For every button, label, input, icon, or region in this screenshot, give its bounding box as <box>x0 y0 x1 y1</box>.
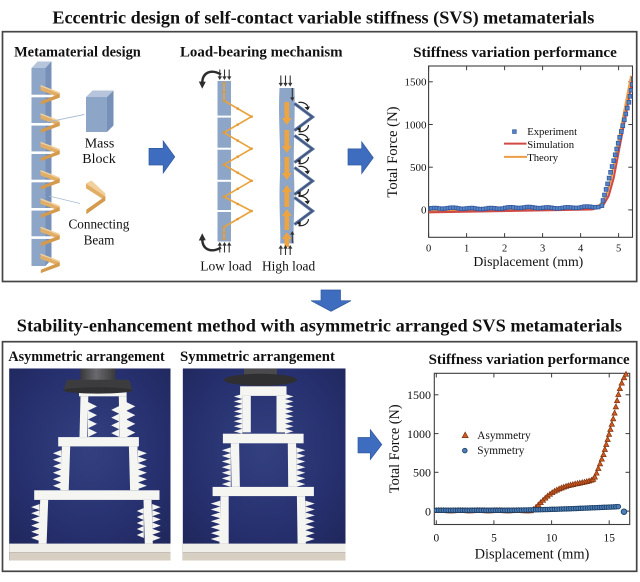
svg-text:Block: Block <box>82 152 115 167</box>
svg-text:5: 5 <box>616 244 621 255</box>
svg-text:Stability-enhancement method w: Stability-enhancement method with asymme… <box>17 316 622 336</box>
svg-text:0: 0 <box>421 205 427 217</box>
svg-text:15: 15 <box>604 533 616 545</box>
svg-text:500: 500 <box>410 162 427 174</box>
svg-text:Symmetric arrangement: Symmetric arrangement <box>180 349 335 365</box>
svg-text:1500: 1500 <box>405 77 428 89</box>
svg-text:Mass: Mass <box>85 137 115 152</box>
svg-text:0: 0 <box>425 504 431 518</box>
svg-text:0: 0 <box>426 244 431 255</box>
svg-text:Asymmetry: Asymmetry <box>477 430 531 442</box>
svg-text:3: 3 <box>540 244 545 255</box>
svg-text:1: 1 <box>464 244 469 255</box>
svg-text:Displacement (mm): Displacement (mm) <box>473 254 583 270</box>
svg-text:Beam: Beam <box>84 232 116 247</box>
svg-text:1000: 1000 <box>407 427 431 441</box>
svg-text:Experiment: Experiment <box>527 126 577 138</box>
svg-text:Connecting: Connecting <box>68 217 129 232</box>
svg-text:5: 5 <box>491 533 497 545</box>
svg-text:0: 0 <box>433 533 439 545</box>
svg-text:Load-bearing mechanism: Load-bearing mechanism <box>180 45 343 61</box>
svg-text:500: 500 <box>413 466 431 480</box>
svg-text:Eccentric design of self-conta: Eccentric design of self-contact variabl… <box>52 8 594 29</box>
svg-text:High load: High load <box>262 259 315 274</box>
svg-text:Simulation: Simulation <box>527 139 575 151</box>
svg-text:2: 2 <box>502 244 507 255</box>
svg-text:1000: 1000 <box>405 119 428 131</box>
svg-text:Low load: Low load <box>200 259 252 274</box>
svg-text:Stiffness variation performanc: Stiffness variation performance <box>429 352 630 368</box>
svg-text:Symmetry: Symmetry <box>477 445 524 457</box>
svg-text:10: 10 <box>546 533 558 545</box>
svg-text:1500: 1500 <box>407 388 431 402</box>
svg-text:Displacement (mm): Displacement (mm) <box>475 546 590 562</box>
svg-text:Stiffness variation performanc: Stiffness variation performance <box>413 45 617 61</box>
svg-text:Asymmetric arrangement: Asymmetric arrangement <box>8 349 165 365</box>
svg-text:4: 4 <box>578 244 584 255</box>
svg-text:Total Force (N): Total Force (N) <box>387 404 403 493</box>
svg-text:Total Force (N): Total Force (N) <box>385 106 401 197</box>
svg-text:Metamaterial design: Metamaterial design <box>14 45 141 61</box>
svg-text:Theory: Theory <box>527 152 559 164</box>
